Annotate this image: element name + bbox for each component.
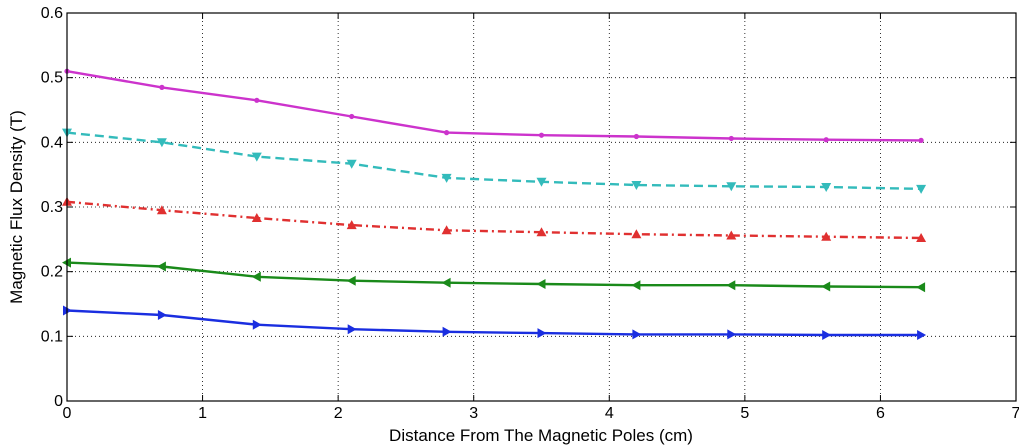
y-axis-label: Magnetic Flux Density (T) [7, 110, 26, 304]
series-1-point [919, 138, 924, 143]
plot-background [67, 13, 1016, 401]
series-1-point [539, 133, 544, 138]
series-1-point [729, 136, 734, 141]
y-tick-label: 0.3 [41, 199, 63, 216]
y-tick-label: 0.1 [41, 328, 63, 345]
x-tick-label: 1 [198, 405, 207, 422]
y-tick-label: 0.2 [41, 264, 63, 281]
x-tick-label: 2 [334, 405, 343, 422]
y-tick-label: 0.4 [41, 134, 63, 151]
series-1-point [824, 137, 829, 142]
x-tick-label: 7 [1012, 405, 1019, 422]
y-tick-label: 0 [54, 393, 63, 410]
series-1-point [634, 134, 639, 139]
x-tick-label: 4 [605, 405, 614, 422]
x-tick-label: 6 [876, 405, 885, 422]
x-tick-label: 3 [469, 405, 478, 422]
series-1-point [444, 130, 449, 135]
series-1-point [254, 98, 259, 103]
x-tick-label: 0 [63, 405, 72, 422]
y-tick-label: 0.5 [41, 70, 63, 87]
y-tick-label: 0.6 [41, 5, 63, 22]
series-1-point [349, 114, 354, 119]
x-tick-label: 5 [740, 405, 749, 422]
series-1-point [159, 85, 164, 90]
x-axis-label: Distance From The Magnetic Poles (cm) [389, 426, 693, 445]
